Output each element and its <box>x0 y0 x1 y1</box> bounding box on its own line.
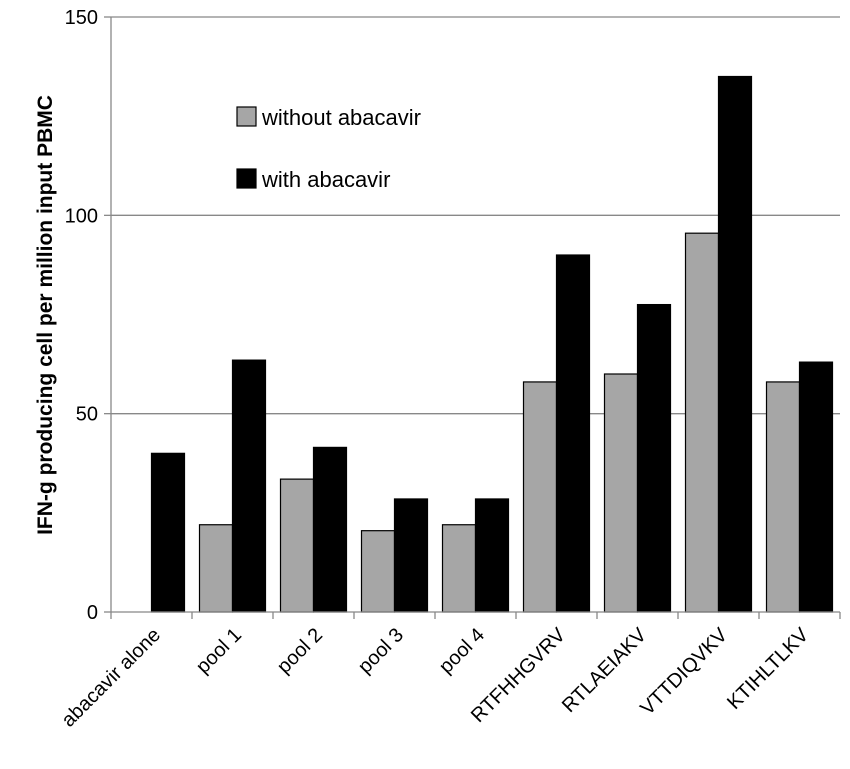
axes <box>104 16 841 619</box>
bar-without-abacavir <box>198 524 234 613</box>
y-tick-label: 100 <box>65 205 98 227</box>
bar-with-abacavir <box>150 452 186 613</box>
bar-with-abacavir <box>798 361 834 613</box>
bars <box>150 75 834 613</box>
bar-with-abacavir <box>474 498 510 613</box>
x-tick-label: pool 4 <box>435 624 489 678</box>
bar-with-abacavir <box>717 75 753 613</box>
x-tick-label: pool 2 <box>273 624 327 678</box>
bar-without-abacavir <box>441 524 477 613</box>
y-tick-label: 0 <box>87 602 98 624</box>
x-tick-label: abacavir alone <box>57 624 165 732</box>
bar-with-abacavir <box>393 498 429 613</box>
y-tick-label: 150 <box>65 7 98 29</box>
x-tick-label: pool 1 <box>192 624 246 678</box>
legend-label: without abacavir <box>261 105 421 130</box>
bar-without-abacavir <box>765 381 801 613</box>
x-tick-label: VTTDIQVKV <box>636 624 732 720</box>
bar-with-abacavir <box>312 446 348 613</box>
legend-label: with abacavir <box>261 167 390 192</box>
x-tick-label: pool 3 <box>354 624 408 678</box>
y-axis-label: IFN-g producing cell per million input P… <box>34 95 57 535</box>
y-tick-label: 50 <box>76 404 98 426</box>
bar-without-abacavir <box>603 373 639 613</box>
bar-without-abacavir <box>684 232 720 613</box>
legend-swatch <box>236 168 257 189</box>
x-tick-label: KTIHLTLKV <box>723 624 813 714</box>
bar-with-abacavir <box>636 303 672 613</box>
bar-without-abacavir <box>360 530 396 613</box>
bar-without-abacavir <box>522 381 558 613</box>
legend: without abacavir with abacavir <box>236 105 421 192</box>
bar-with-abacavir <box>555 254 591 613</box>
bar-with-abacavir <box>231 359 267 613</box>
x-tick-labels: abacavir alone pool 1 pool 2 pool 3 pool 4RT… <box>57 624 813 732</box>
legend-swatch <box>236 106 257 127</box>
bar-without-abacavir <box>279 478 315 613</box>
y-tick-labels: 0 50 100 150 <box>65 7 98 624</box>
